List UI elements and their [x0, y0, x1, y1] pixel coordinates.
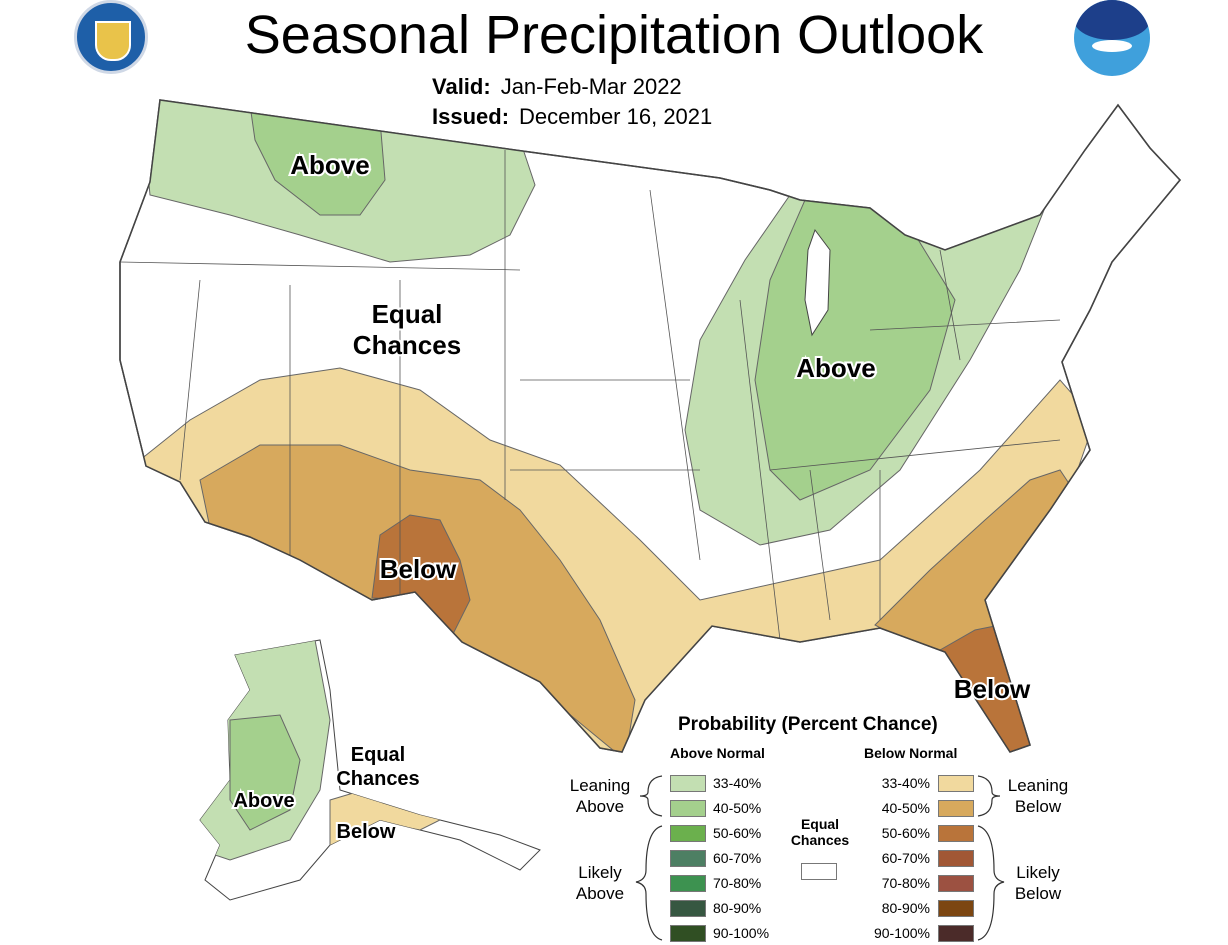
above-swatch	[670, 925, 706, 942]
below-range-label: 80-90%	[881, 900, 930, 916]
state-boundaries	[120, 150, 1061, 641]
below-range-label: 33-40%	[881, 775, 930, 791]
lake-michigan	[804, 228, 831, 337]
below-range-label: 40-50%	[881, 800, 930, 816]
region-mw-above-40	[754, 199, 956, 501]
above-range-label: 80-90%	[713, 900, 762, 916]
text: Above	[575, 797, 625, 816]
below-swatch	[938, 775, 974, 792]
below-swatch	[938, 875, 974, 892]
below-swatch	[938, 800, 974, 817]
text: Chances	[790, 832, 850, 848]
page-title: Seasonal Precipitation Outlook	[244, 5, 984, 65]
below-swatch	[938, 925, 974, 942]
issued-label: Issued:	[432, 104, 510, 129]
text: Equal	[800, 816, 840, 832]
below-swatch	[938, 900, 974, 917]
label-sw-below: Below	[380, 554, 457, 584]
issued-value: December 16, 2021	[519, 104, 713, 129]
label-midwest-above: Above	[796, 353, 875, 383]
below-range-label: 60-70%	[881, 850, 930, 866]
below-range-label: 50-60%	[881, 825, 930, 841]
above-swatch	[670, 850, 706, 867]
label-ak-equal: Equal	[351, 744, 405, 766]
text: Below	[1014, 884, 1062, 903]
label-ak-chances: Chances	[336, 768, 419, 790]
leaning-below-label: Leaning Below	[998, 775, 1078, 817]
text: Above	[575, 884, 625, 903]
label-ak-above: Above	[233, 790, 294, 812]
below-range-label: 90-100%	[873, 925, 930, 941]
label-nw-above: Above	[290, 150, 369, 180]
above-swatch	[670, 900, 706, 917]
below-swatch	[938, 850, 974, 867]
issued-line: Issued: December 16, 2021	[432, 104, 712, 130]
below-range-label: 70-80%	[881, 875, 930, 891]
label-west-chances: Chances	[353, 330, 461, 360]
text: Likely	[1016, 863, 1060, 882]
below-swatch	[938, 825, 974, 842]
above-swatch	[670, 800, 706, 817]
label-fl-below: Below	[954, 674, 1031, 704]
likely-below-label: Likely Below	[998, 862, 1078, 904]
legend-above-header: Above Normal	[670, 745, 765, 761]
likely-above-label: Likely Above	[560, 862, 640, 904]
above-range-label: 40-50%	[713, 800, 762, 816]
legend-title: Probability (Percent Chance)	[678, 714, 938, 735]
commerce-seal-logo	[74, 0, 148, 74]
valid-line: Valid: Jan-Feb-Mar 2022	[432, 74, 682, 100]
valid-value: Jan-Feb-Mar 2022	[500, 74, 682, 99]
above-range-label: 90-100%	[713, 925, 770, 941]
text: Leaning	[1007, 776, 1069, 795]
label-ak-below: Below	[337, 821, 396, 843]
above-range-label: 70-80%	[713, 875, 762, 891]
label-west-equal: Equal	[372, 299, 443, 329]
above-swatch	[670, 825, 706, 842]
text: Likely	[578, 863, 622, 882]
text: Leaning	[569, 776, 631, 795]
above-swatch	[670, 875, 706, 892]
above-swatch	[670, 775, 706, 792]
equal-chances-swatch	[801, 863, 837, 880]
text: Below	[1014, 797, 1062, 816]
above-range-label: 33-40%	[713, 775, 762, 791]
leaning-above-label: Leaning Above	[560, 775, 640, 817]
above-range-label: 60-70%	[713, 850, 762, 866]
equal-chances-label: Equal Chances	[780, 816, 860, 848]
noaa-logo	[1074, 0, 1150, 76]
above-range-label: 50-60%	[713, 825, 762, 841]
legend-below-header: Below Normal	[864, 745, 958, 761]
valid-label: Valid:	[432, 74, 491, 99]
